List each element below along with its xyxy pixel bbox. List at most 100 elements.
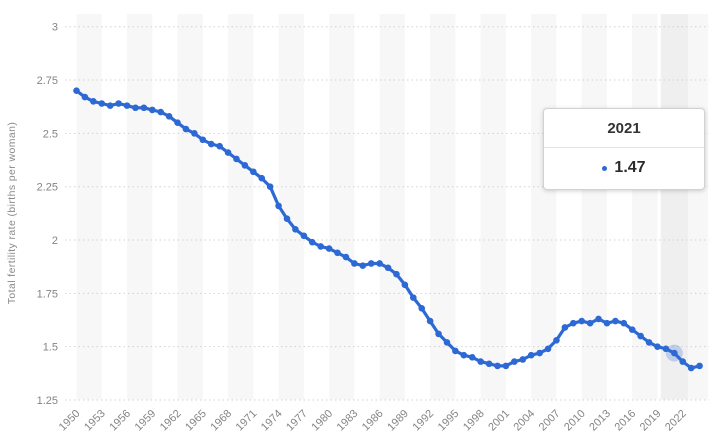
x-tick-label: 1971 bbox=[234, 408, 260, 434]
data-point-1999[interactable] bbox=[485, 360, 493, 368]
band bbox=[228, 14, 254, 400]
data-point-1991[interactable] bbox=[418, 304, 426, 312]
data-point-1955[interactable] bbox=[115, 100, 122, 107]
data-point-1993[interactable] bbox=[435, 330, 442, 338]
y-axis-title: Total fertility rate (births per woman) bbox=[6, 122, 18, 305]
data-point-1998[interactable] bbox=[477, 358, 484, 365]
data-point-2004[interactable] bbox=[527, 351, 535, 359]
data-series[interactable] bbox=[73, 87, 703, 372]
data-point-1976[interactable] bbox=[292, 226, 299, 233]
data-point-1989[interactable] bbox=[401, 281, 409, 289]
data-point-2008[interactable] bbox=[561, 324, 569, 331]
band bbox=[177, 14, 203, 400]
data-point-2013[interactable] bbox=[603, 319, 611, 327]
data-point-1970[interactable] bbox=[241, 162, 249, 169]
data-point-1987[interactable] bbox=[384, 264, 392, 272]
data-point-1967[interactable] bbox=[216, 142, 223, 150]
data-point-1990[interactable] bbox=[410, 294, 417, 301]
data-point-1986[interactable] bbox=[376, 260, 383, 267]
data-point-2023[interactable] bbox=[687, 364, 695, 372]
data-point-1960[interactable] bbox=[157, 108, 164, 116]
data-point-2012[interactable] bbox=[595, 315, 602, 323]
x-tick-label: 1998 bbox=[461, 408, 487, 434]
x-tick-label: 1977 bbox=[284, 408, 310, 434]
data-point-1953[interactable] bbox=[98, 100, 106, 107]
data-point-1992[interactable] bbox=[426, 317, 434, 325]
data-point-1973[interactable] bbox=[266, 183, 274, 190]
data-point-2006[interactable] bbox=[544, 345, 552, 353]
data-point-1963[interactable] bbox=[182, 125, 190, 133]
data-point-2024[interactable] bbox=[696, 362, 703, 370]
x-tick-label: 1968 bbox=[208, 408, 234, 434]
data-point-2018[interactable] bbox=[645, 339, 653, 346]
data-point-1978[interactable] bbox=[308, 238, 316, 246]
data-point-1959[interactable] bbox=[148, 106, 156, 114]
band bbox=[581, 14, 607, 400]
data-point-1971[interactable] bbox=[250, 168, 257, 176]
data-point-1975[interactable] bbox=[283, 215, 291, 222]
series-marker-icon bbox=[602, 165, 608, 171]
data-point-1982[interactable] bbox=[342, 253, 350, 261]
data-point-1952[interactable] bbox=[90, 98, 97, 105]
data-point-2017[interactable] bbox=[637, 332, 644, 340]
data-point-2000[interactable] bbox=[494, 362, 501, 370]
data-point-1995[interactable] bbox=[452, 347, 459, 355]
data-point-1988[interactable] bbox=[393, 270, 400, 278]
data-point-2022[interactable] bbox=[679, 358, 687, 365]
x-tick-label: 2007 bbox=[537, 408, 563, 434]
data-point-2011[interactable] bbox=[586, 319, 594, 327]
data-point-1981[interactable] bbox=[334, 249, 341, 257]
data-point-1980[interactable] bbox=[325, 245, 333, 252]
data-point-1983[interactable] bbox=[351, 260, 358, 267]
x-tick-label: 2019 bbox=[638, 408, 664, 434]
data-point-2010[interactable] bbox=[578, 317, 585, 325]
data-point-2014[interactable] bbox=[612, 317, 619, 325]
x-tick-label: 1953 bbox=[82, 408, 108, 434]
x-tick-label: 1995 bbox=[436, 408, 462, 434]
data-point-1965[interactable] bbox=[199, 136, 207, 144]
data-point-1950[interactable] bbox=[73, 87, 80, 94]
data-point-1964[interactable] bbox=[191, 130, 198, 137]
x-tick-label: 1986 bbox=[360, 408, 386, 434]
x-tick-label: 2001 bbox=[486, 408, 512, 434]
data-point-2019[interactable] bbox=[654, 343, 661, 350]
data-point-1974[interactable] bbox=[275, 202, 282, 210]
data-point-2001[interactable] bbox=[502, 362, 510, 370]
data-point-1972[interactable] bbox=[258, 174, 266, 182]
x-tick-label: 1974 bbox=[259, 408, 285, 434]
tooltip-value: 1.47 bbox=[614, 159, 646, 176]
data-point-2021[interactable] bbox=[671, 349, 678, 357]
data-point-2003[interactable] bbox=[519, 356, 527, 363]
data-point-1966[interactable] bbox=[207, 140, 215, 148]
x-tick-label: 2010 bbox=[562, 408, 588, 434]
data-point-1985[interactable] bbox=[367, 260, 375, 267]
data-point-1956[interactable] bbox=[123, 102, 131, 109]
data-point-1969[interactable] bbox=[233, 155, 240, 163]
data-point-1984[interactable] bbox=[359, 262, 367, 269]
data-point-2020[interactable] bbox=[662, 345, 670, 353]
data-point-2009[interactable] bbox=[569, 319, 577, 327]
data-point-1962[interactable] bbox=[174, 119, 181, 126]
tooltip-body: 1.47 bbox=[544, 148, 704, 189]
data-point-1968[interactable] bbox=[224, 149, 232, 156]
data-point-1979[interactable] bbox=[317, 243, 324, 250]
data-point-2005[interactable] bbox=[536, 349, 543, 357]
data-point-2016[interactable] bbox=[628, 326, 636, 333]
data-point-1997[interactable] bbox=[468, 354, 476, 361]
data-point-1954[interactable] bbox=[106, 102, 114, 109]
x-tick-label: 1980 bbox=[309, 408, 335, 434]
data-point-2007[interactable] bbox=[553, 336, 560, 344]
data-point-2002[interactable] bbox=[511, 358, 518, 365]
data-point-1977[interactable] bbox=[300, 232, 308, 240]
data-point-1994[interactable] bbox=[443, 339, 451, 346]
data-point-1996[interactable] bbox=[460, 351, 468, 359]
data-point-1957[interactable] bbox=[132, 104, 139, 112]
data-point-1961[interactable] bbox=[165, 112, 173, 120]
x-tick-label: 1956 bbox=[107, 408, 133, 434]
data-point-1958[interactable] bbox=[140, 104, 148, 112]
data-point-1951[interactable] bbox=[81, 93, 89, 101]
data-point-2015[interactable] bbox=[620, 319, 628, 327]
x-tick-label: 1959 bbox=[133, 408, 159, 434]
